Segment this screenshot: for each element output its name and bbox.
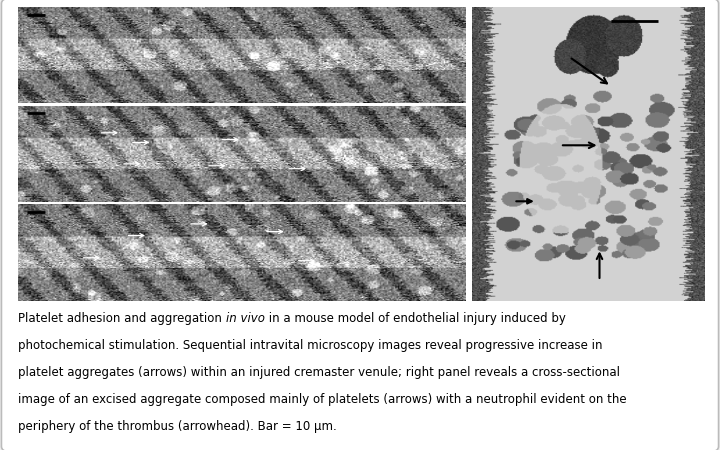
Text: in vivo: in vivo — [225, 311, 265, 324]
Text: platelet aggregates (arrows) within an injured cremaster venule; right panel rev: platelet aggregates (arrows) within an i… — [18, 366, 620, 379]
Text: periphery of the thrombus (arrowhead). Bar = 10 μm.: periphery of the thrombus (arrowhead). B… — [18, 420, 337, 433]
Text: Platelet adhesion and aggregation: Platelet adhesion and aggregation — [18, 311, 225, 324]
Text: photochemical stimulation. Sequential intravital microscopy images reveal progre: photochemical stimulation. Sequential in… — [18, 339, 603, 352]
Text: in a mouse model of endothelial injury induced by: in a mouse model of endothelial injury i… — [265, 311, 565, 324]
Text: image of an excised aggregate composed mainly of platelets (arrows) with a neutr: image of an excised aggregate composed m… — [18, 393, 626, 406]
